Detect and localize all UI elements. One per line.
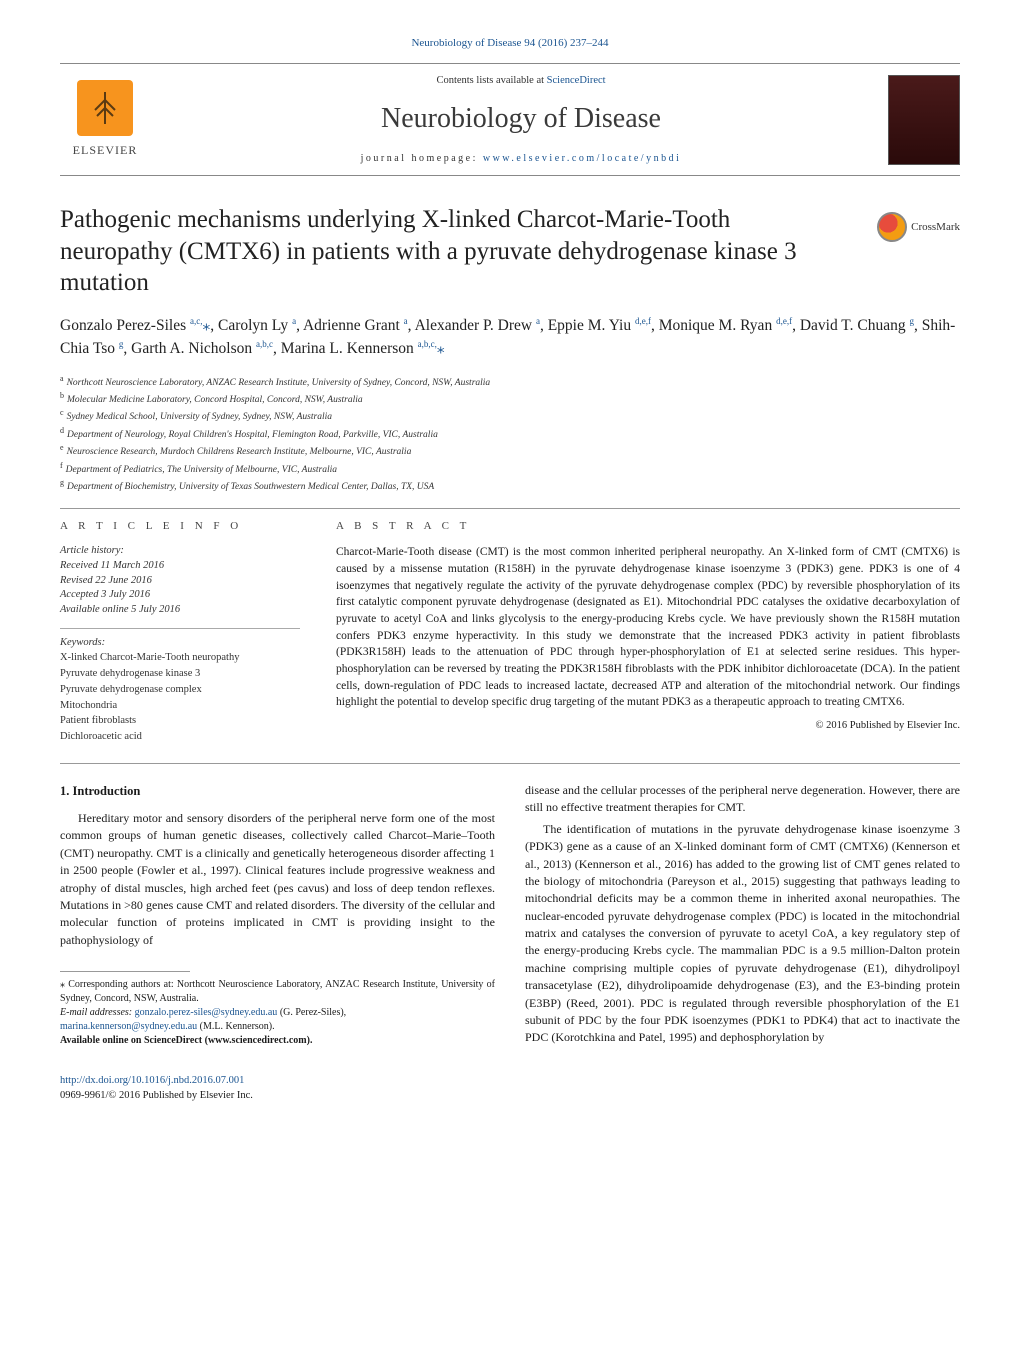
affiliations-block: aNorthcott Neuroscience Laboratory, ANZA… [60,373,960,495]
abstract-text: Charcot-Marie-Tooth disease (CMT) is the… [336,544,960,711]
article-title: Pathogenic mechanisms underlying X-linke… [60,204,840,298]
doi-link[interactable]: http://dx.doi.org/10.1016/j.nbd.2016.07.… [60,1075,244,1086]
intro-paragraph-2: The identification of mutations in the p… [525,821,960,1047]
homepage-line: journal homepage: www.elsevier.com/locat… [164,152,878,166]
crossmark-icon [877,212,907,242]
intro-paragraph-1: Hereditary motor and sensory disorders o… [60,810,495,949]
keywords-divider [60,628,300,629]
divider [60,508,960,509]
authors-line: Gonzalo Perez-Siles a,c,⁎, Carolyn Ly a,… [60,314,960,361]
keywords-block: Keywords: X-linked Charcot-Marie-Tooth n… [60,635,300,745]
abstract-copyright: © 2016 Published by Elsevier Inc. [336,719,960,733]
corresponding-author-note: ⁎ Corresponding authors at: Northcott Ne… [60,978,495,1006]
crossmark-badge[interactable]: CrossMark [877,212,960,242]
article-history: Article history: Received 11 March 2016 … [60,544,300,617]
journal-cover-thumbnail [888,75,960,165]
email-link-1[interactable]: gonzalo.perez-siles@sydney.edu.au [135,1007,278,1018]
abstract-column: A B S T R A C T Charcot-Marie-Tooth dise… [336,519,960,745]
email-label: E-mail addresses: [60,1007,135,1018]
sciencedirect-link[interactable]: ScienceDirect [547,75,606,86]
publisher-name: ELSEVIER [73,142,138,158]
body-column-right: disease and the cellular processes of th… [525,782,960,1104]
footnote-divider [60,971,190,972]
journal-homepage-link[interactable]: www.elsevier.com/locate/ynbdi [483,153,681,164]
email-link-2[interactable]: marina.kennerson@sydney.edu.au [60,1021,197,1032]
sciencedirect-availability: Available online on ScienceDirect (www.s… [60,1034,495,1048]
crossmark-label: CrossMark [911,220,960,235]
section-1-heading: 1. Introduction [60,782,495,800]
intro-paragraph-1-cont: disease and the cellular processes of th… [525,782,960,817]
contents-available-line: Contents lists available at ScienceDirec… [164,74,878,88]
citation-banner: Neurobiology of Disease 94 (2016) 237–24… [60,36,960,51]
article-info-heading: A R T I C L E I N F O [60,519,300,534]
abstract-heading: A B S T R A C T [336,519,960,534]
journal-header: ELSEVIER Contents lists available at Sci… [60,63,960,176]
divider [60,763,960,764]
elsevier-logo: ELSEVIER [60,75,150,165]
footnotes-block: ⁎ Corresponding authors at: Northcott Ne… [60,978,495,1048]
journal-name: Neurobiology of Disease [164,100,878,138]
elsevier-tree-icon [77,80,133,136]
doi-block: http://dx.doi.org/10.1016/j.nbd.2016.07.… [60,1074,495,1103]
article-info-column: A R T I C L E I N F O Article history: R… [60,519,300,745]
issn-copyright: 0969-9961/© 2016 Published by Elsevier I… [60,1090,253,1101]
body-column-left: 1. Introduction Hereditary motor and sen… [60,782,495,1104]
